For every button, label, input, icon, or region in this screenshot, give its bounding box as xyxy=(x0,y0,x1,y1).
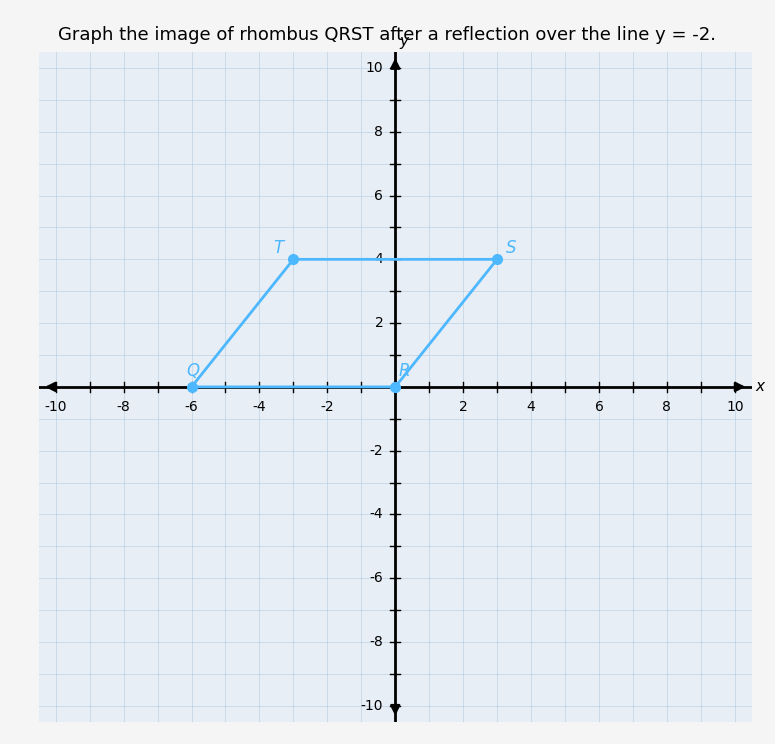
Text: -4: -4 xyxy=(370,507,384,522)
Text: 10: 10 xyxy=(726,400,743,414)
Text: 4: 4 xyxy=(374,252,384,266)
Text: x: x xyxy=(755,379,764,394)
Text: -6: -6 xyxy=(184,400,198,414)
Text: 6: 6 xyxy=(374,188,384,202)
Text: -8: -8 xyxy=(370,635,384,649)
Text: y: y xyxy=(399,34,408,49)
Text: 2: 2 xyxy=(459,400,467,414)
Text: Q: Q xyxy=(187,362,200,379)
Text: 4: 4 xyxy=(527,400,536,414)
Text: 2: 2 xyxy=(374,316,384,330)
Text: T: T xyxy=(273,239,283,257)
Text: -10: -10 xyxy=(361,699,384,713)
Text: R: R xyxy=(398,362,410,379)
Text: 6: 6 xyxy=(594,400,604,414)
Text: 8: 8 xyxy=(374,125,384,139)
Text: -8: -8 xyxy=(117,400,130,414)
Text: S: S xyxy=(505,239,516,257)
Text: -4: -4 xyxy=(253,400,267,414)
Text: -2: -2 xyxy=(321,400,334,414)
Text: -10: -10 xyxy=(44,400,67,414)
Text: Graph the image of rhombus QRST after a reflection over the line y = -2.: Graph the image of rhombus QRST after a … xyxy=(58,26,717,44)
Text: 10: 10 xyxy=(366,61,384,75)
Text: -6: -6 xyxy=(370,571,384,586)
Text: -2: -2 xyxy=(370,443,384,458)
Text: 8: 8 xyxy=(663,400,671,414)
